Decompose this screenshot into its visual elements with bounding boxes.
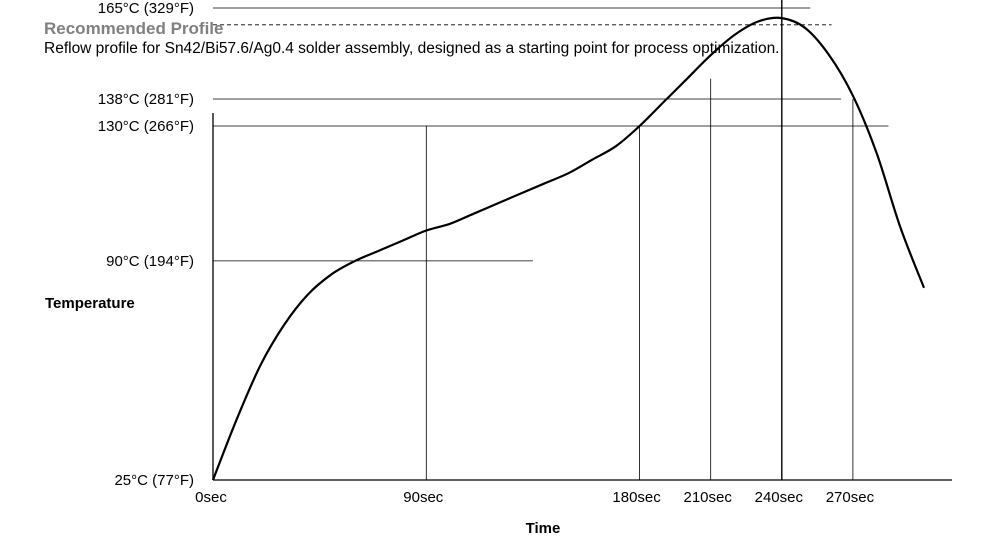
x-tick-label: 90sec — [403, 489, 444, 506]
y-tick-labels: 25°C (77°F) 90°C (194°F) 130°C (266°F) 138°… — [98, 0, 194, 489]
x-tick-labels: 0sec 90sec 180sec 210sec 240sec 270sec — [195, 489, 874, 506]
chart-title: Recommended Profile — [44, 19, 224, 38]
chart-subtitle: Reflow profile for Sn42/Bi57.6/Ag0.4 sol… — [44, 40, 780, 57]
x-axis-label: Time — [526, 520, 561, 537]
y-tick-label: 138°C (281°F) — [98, 91, 194, 108]
x-tick-label: 270sec — [826, 489, 875, 506]
x-tick-label: 210sec — [684, 489, 733, 506]
profile-curve — [211, 16, 926, 481]
x-tick-label: 240sec — [755, 489, 804, 506]
y-tick-label: 165°C (329°F) — [98, 0, 194, 17]
axes — [212, 113, 952, 481]
y-axis-label: Temperature — [45, 295, 135, 312]
y-tick-label: 130°C (266°F) — [98, 118, 194, 135]
profile-curve-group — [211, 16, 926, 481]
grid-lines — [213, 0, 889, 480]
y-tick-label: 25°C (77°F) — [114, 472, 194, 489]
x-tick-label: 180sec — [612, 489, 661, 506]
y-tick-label: 90°C (194°F) — [106, 253, 194, 270]
x-tick-label: 0sec — [195, 489, 227, 506]
